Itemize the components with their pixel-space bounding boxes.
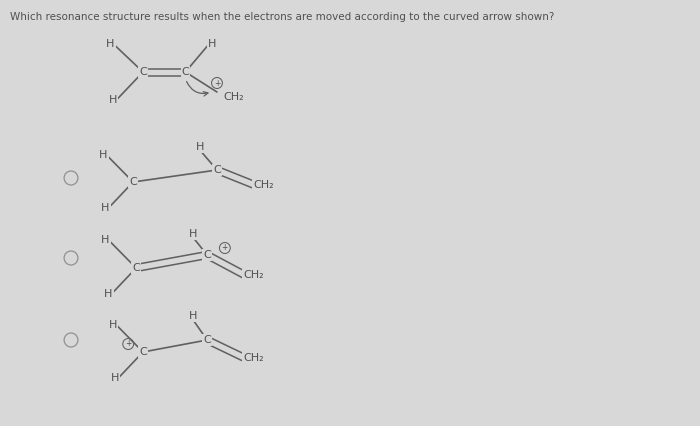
Text: CH₂: CH₂ [243, 353, 264, 363]
Text: H: H [102, 235, 110, 245]
Text: CH₂: CH₂ [243, 270, 264, 280]
Text: +: + [222, 244, 228, 253]
Text: H: H [189, 229, 197, 239]
Text: H: H [111, 373, 120, 383]
Text: CH₂: CH₂ [253, 180, 274, 190]
Text: +: + [125, 340, 132, 348]
Text: C: C [139, 67, 147, 77]
Text: C: C [130, 177, 137, 187]
Text: H: H [109, 320, 118, 330]
Text: C: C [181, 67, 189, 77]
Text: H: H [102, 203, 110, 213]
Text: H: H [208, 39, 216, 49]
Text: C: C [139, 347, 147, 357]
Text: C: C [203, 335, 211, 345]
Text: Which resonance structure results when the electrons are moved according to the : Which resonance structure results when t… [10, 12, 554, 22]
Text: +: + [214, 78, 220, 87]
Text: H: H [109, 95, 118, 105]
Text: CH₂: CH₂ [223, 92, 244, 102]
Text: H: H [196, 142, 204, 152]
FancyArrowPatch shape [186, 81, 208, 96]
Text: H: H [99, 150, 108, 160]
Text: C: C [203, 250, 211, 260]
Text: H: H [104, 289, 113, 299]
Text: H: H [189, 311, 197, 321]
Text: C: C [213, 165, 221, 175]
Text: C: C [132, 263, 140, 273]
Text: H: H [106, 39, 115, 49]
